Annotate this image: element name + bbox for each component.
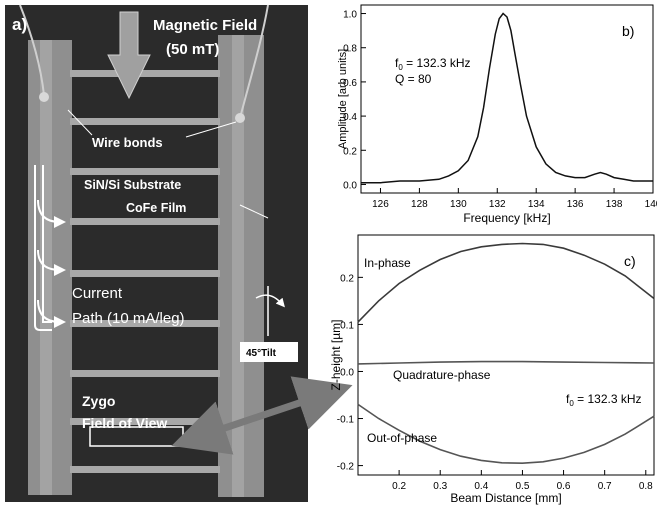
zygo-label-line2: Field of View <box>82 415 167 431</box>
rung <box>70 218 220 225</box>
wire-bond-left <box>19 4 45 96</box>
panel-c-y-ticks: -0.2 -0.1 0.0 0.1 0.2 <box>337 273 363 473</box>
tilt-rotation-icon <box>255 294 285 308</box>
x-tick-label: 0.2 <box>392 481 406 492</box>
x-tick-label: 128 <box>411 199 428 210</box>
panel-b-plot-frame <box>360 4 654 194</box>
zygo-label-line1: Zygo <box>82 393 115 409</box>
f-subscript: 0 <box>398 63 403 72</box>
series-out-of-phase <box>357 403 655 465</box>
panel-b-quality-factor: Q = 80 <box>395 72 432 86</box>
series-in-phase <box>357 242 655 323</box>
x-tick-label: 0.6 <box>557 481 571 492</box>
tilt-label: 45°Tilt <box>246 348 277 359</box>
y-tick-label: 0.0 <box>343 180 357 191</box>
label-quadrature-phase: Quadrature-phase <box>393 368 491 382</box>
f-value: = 132.3 kHz <box>403 56 471 70</box>
current-path-arrows <box>34 165 66 331</box>
x-tick-label: 140 <box>645 199 657 210</box>
f-symbol: f <box>566 392 570 406</box>
panel-c-resonance-frequency: f0 = 132.3 kHz <box>566 392 642 408</box>
panel-b-xlabel: Frequency [kHz] <box>463 211 550 225</box>
magnetic-field-value: (50 mT) <box>166 41 219 58</box>
panel-c-xlabel: Beam Distance [mm] <box>450 491 561 505</box>
panel-b: 0.0 0.2 0.4 0.6 0.8 1.0 126 128 130 132 134 136 138… <box>337 4 657 225</box>
film-label: CoFe Film <box>126 201 186 215</box>
x-tick-label: 0.5 <box>515 481 529 492</box>
label-out-of-phase: Out-of-phase <box>367 431 437 445</box>
f-subscript: 0 <box>569 399 574 408</box>
y-tick-label: 0.0 <box>340 367 354 378</box>
current-label-line2: Path (10 mA/leg) <box>72 310 185 327</box>
y-tick-label: 0.8 <box>343 44 357 55</box>
rung <box>70 118 220 125</box>
panel-b-y-ticks: 0.0 0.2 0.4 0.6 0.8 1.0 <box>343 10 366 191</box>
rung <box>70 70 220 77</box>
panel-b-resonance-frequency: f0 = 132.3 kHz <box>395 56 471 72</box>
x-tick-label: 132 <box>489 199 506 210</box>
y-tick-label: 1.0 <box>343 10 357 21</box>
series-quadrature-phase <box>357 360 655 365</box>
y-tick-label: 0.4 <box>343 112 357 123</box>
x-tick-label: 126 <box>372 199 389 210</box>
panel-b-ylabel: Amplitude [arb units] <box>337 49 349 149</box>
x-tick-label: 138 <box>606 199 623 210</box>
f-symbol: f <box>395 56 399 70</box>
magnetic-field-title: Magnetic Field <box>153 17 257 34</box>
x-tick-label: 0.7 <box>598 481 612 492</box>
panel-b-label: b) <box>622 23 634 39</box>
field-of-view-link-arrow <box>171 376 353 455</box>
f-value: = 132.3 kHz <box>574 392 642 406</box>
x-tick-label: 130 <box>450 199 467 210</box>
panel-a: a) Magnetic Field (50 mT) Wire bonds SiN… <box>5 4 308 502</box>
y-tick-label: 0.2 <box>340 273 354 284</box>
rung <box>70 168 220 175</box>
x-tick-label: 0.3 <box>433 481 447 492</box>
rung <box>70 270 220 277</box>
y-tick-label: -0.2 <box>337 462 355 473</box>
x-tick-label: 0.8 <box>639 481 653 492</box>
panel-a-label: a) <box>12 15 27 34</box>
y-tick-label: 0.2 <box>343 146 357 157</box>
current-label-line1: Current <box>72 285 123 302</box>
panel-c-label: c) <box>624 253 636 269</box>
rung <box>70 466 220 473</box>
x-tick-label: 136 <box>567 199 584 210</box>
substrate-label: SiN/Si Substrate <box>84 178 181 192</box>
rung <box>70 418 220 425</box>
y-tick-label: 0.1 <box>340 320 354 331</box>
x-tick-label: 134 <box>528 199 545 210</box>
panel-c-ylabel: Z-height [µm] <box>329 320 343 391</box>
magnetic-field-arrow <box>107 11 151 100</box>
panel-c-x-ticks: 0.2 0.3 0.4 0.5 0.6 0.7 0.8 <box>392 470 653 492</box>
panel-b-resonance-curve <box>361 12 653 184</box>
ladder-rungs <box>70 70 220 473</box>
y-tick-label: -0.1 <box>337 415 355 426</box>
wire-bonds-label: Wire bonds <box>92 135 163 150</box>
panel-b-x-ticks: 126 128 130 132 134 136 138 140 <box>372 188 657 210</box>
tilt-label-box <box>240 342 298 362</box>
y-tick-label: 0.6 <box>343 78 357 89</box>
rung <box>70 370 220 377</box>
label-in-phase: In-phase <box>364 256 411 270</box>
wire-bond-right <box>239 4 269 119</box>
x-tick-label: 0.4 <box>474 481 488 492</box>
rung <box>70 320 220 327</box>
panel-c: -0.2-0.10.00.10.2 0.2 0.3 0.4 0.5 0.6 0.7 0.8 … <box>329 234 655 505</box>
